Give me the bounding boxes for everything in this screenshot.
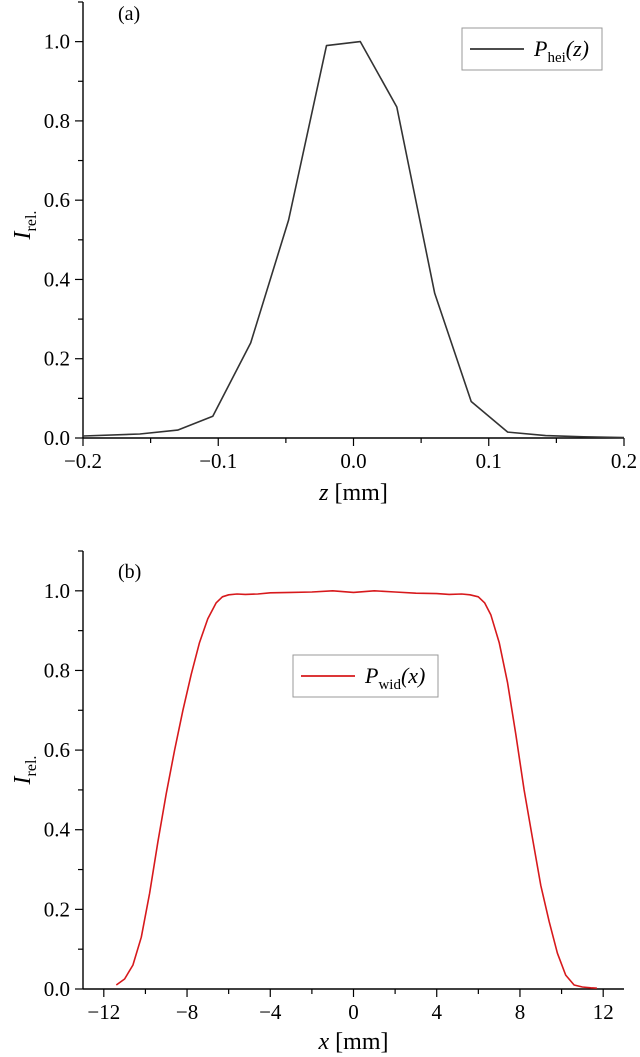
series-line-a-0 [82,40,625,439]
y-tick-label: 0.6 [44,188,70,212]
y-tick-label: 0.4 [44,267,71,291]
y-tick-label: 0.2 [44,897,70,921]
x-tick-label: −8 [176,1000,198,1024]
y-tick-label: 0.6 [44,738,70,762]
legend-label: Phei(z) [533,36,589,66]
x-tick-label: 12 [593,1000,614,1024]
y-axis-title: Irel. [10,756,40,786]
legend: Phei(z) [461,27,603,71]
y-tick-label: 0.2 [44,347,70,371]
legend: Pwid(x) [292,654,439,698]
y-tick-label: 1.0 [44,30,70,54]
series-line-b-0 [115,589,597,989]
y-tick-label: 0.0 [44,426,70,450]
x-tick-label: 8 [515,1000,526,1024]
y-tick-label: 0.8 [44,658,70,682]
legend-label: Pwid(x) [364,663,425,693]
x-axis-title: x [mm] [318,1029,389,1055]
y-tick-label: 0.4 [44,818,71,842]
y-axis-title: Irel. [10,211,40,241]
x-axis-title: z [mm] [318,480,388,506]
x-tick-label: −0.2 [64,449,102,473]
y-tick-label: 0.8 [44,109,70,133]
x-tick-label: 0.1 [476,449,502,473]
chart-panel-b: −12 −8 −4 0 4 8 12 0.0 0.2 0.4 0.6 0.8 1.0 x [mm] Irel… [10,550,624,1055]
panel-label: (a) [118,3,140,25]
y-tick-label: 0.0 [44,977,70,1001]
x-tick-label: 0.0 [340,449,366,473]
x-tick-label: 0.2 [611,449,637,473]
x-tick-label: 4 [431,1000,442,1024]
x-tick-label: −4 [259,1000,282,1024]
x-tick-label: −12 [87,1000,120,1024]
panel-label: (b) [118,561,141,583]
x-tick-label: −0.1 [199,449,237,473]
x-tick-label: 0 [348,1000,359,1024]
y-tick-label: 1.0 [44,579,70,603]
chart-panel-a: −0.2 −0.1 0.0 0.1 0.2 0.0 0.2 0.4 0.6 0.8 1.0 z [mm… [10,1,637,506]
